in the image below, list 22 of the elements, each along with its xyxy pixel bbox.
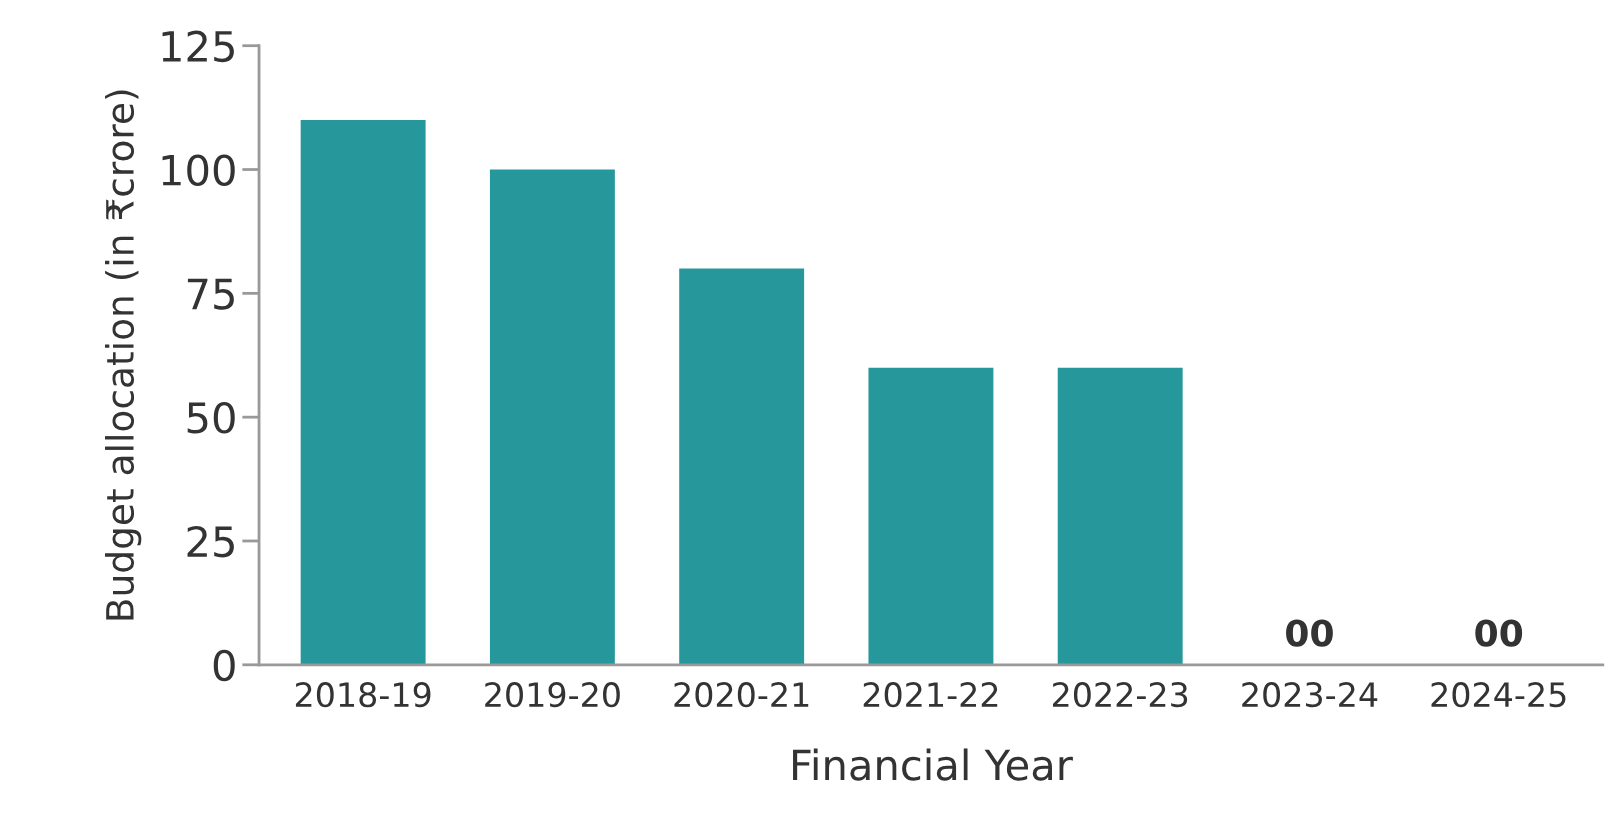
y-tick-label: 125 (162, 30, 234, 63)
x-tick-label: 2024-25 (1431, 682, 1566, 708)
y-tick-label: 100 (162, 154, 235, 186)
bar (868, 367, 994, 665)
y-tick-label: 25 (187, 525, 234, 558)
y-tick-label: 50 (187, 402, 235, 434)
x-tick-label: 2020-21 (674, 682, 809, 708)
data-label: 00 (1286, 619, 1333, 647)
x-tick-label: 2023-24 (1242, 682, 1378, 708)
x-axis-title: Financial Year (793, 748, 1073, 781)
y-tick-label: 75 (187, 278, 234, 310)
y-axis-title: Budget allocation (in ₹crore) (105, 90, 142, 620)
bar (679, 268, 805, 665)
y-tick-label: 0 (213, 649, 235, 682)
x-tick-label: 2021-22 (863, 682, 998, 708)
x-tick-label: 2019-20 (485, 682, 620, 708)
x-tick-label: 2018-19 (295, 682, 431, 708)
bar (489, 169, 615, 665)
data-label: 00 (1475, 619, 1523, 647)
bar (1057, 367, 1183, 665)
x-tick-label: 2022-23 (1052, 682, 1188, 708)
bar (300, 120, 426, 665)
